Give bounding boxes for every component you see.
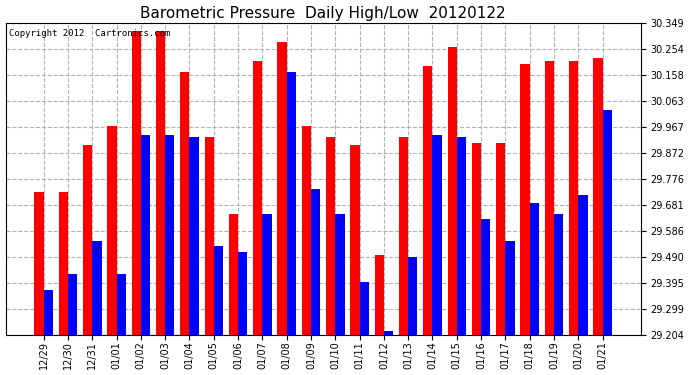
Bar	[472, 143, 481, 335]
Bar	[593, 58, 602, 335]
Bar	[262, 214, 272, 335]
Bar	[43, 290, 53, 335]
Text: Copyright 2012  Cartronics.com: Copyright 2012 Cartronics.com	[9, 29, 170, 38]
Title: Barometric Pressure  Daily High/Low  20120122: Barometric Pressure Daily High/Low 20120…	[140, 6, 506, 21]
Bar	[180, 72, 190, 335]
Bar	[602, 110, 612, 335]
Bar	[229, 214, 238, 335]
Bar	[505, 241, 515, 335]
Bar	[117, 274, 126, 335]
Bar	[286, 72, 296, 335]
Bar	[253, 61, 262, 335]
Bar	[302, 126, 311, 335]
Bar	[165, 135, 175, 335]
Bar	[496, 143, 505, 335]
Bar	[83, 146, 92, 335]
Bar	[132, 31, 141, 335]
Bar	[34, 192, 43, 335]
Bar	[481, 219, 491, 335]
Bar	[399, 137, 408, 335]
Bar	[277, 42, 286, 335]
Bar	[545, 61, 554, 335]
Bar	[530, 203, 539, 335]
Bar	[433, 135, 442, 335]
Bar	[59, 192, 68, 335]
Bar	[108, 126, 117, 335]
Bar	[448, 47, 457, 335]
Bar	[569, 61, 578, 335]
Bar	[335, 214, 344, 335]
Bar	[457, 137, 466, 335]
Bar	[311, 189, 320, 335]
Bar	[68, 274, 77, 335]
Bar	[238, 252, 247, 335]
Bar	[375, 255, 384, 335]
Bar	[141, 135, 150, 335]
Bar	[351, 146, 359, 335]
Bar	[326, 137, 335, 335]
Bar	[190, 137, 199, 335]
Bar	[359, 282, 369, 335]
Bar	[156, 31, 165, 335]
Bar	[408, 257, 417, 335]
Bar	[204, 137, 214, 335]
Bar	[214, 246, 223, 335]
Bar	[554, 214, 563, 335]
Bar	[578, 195, 588, 335]
Bar	[423, 66, 433, 335]
Bar	[92, 241, 101, 335]
Bar	[384, 331, 393, 335]
Bar	[520, 64, 530, 335]
